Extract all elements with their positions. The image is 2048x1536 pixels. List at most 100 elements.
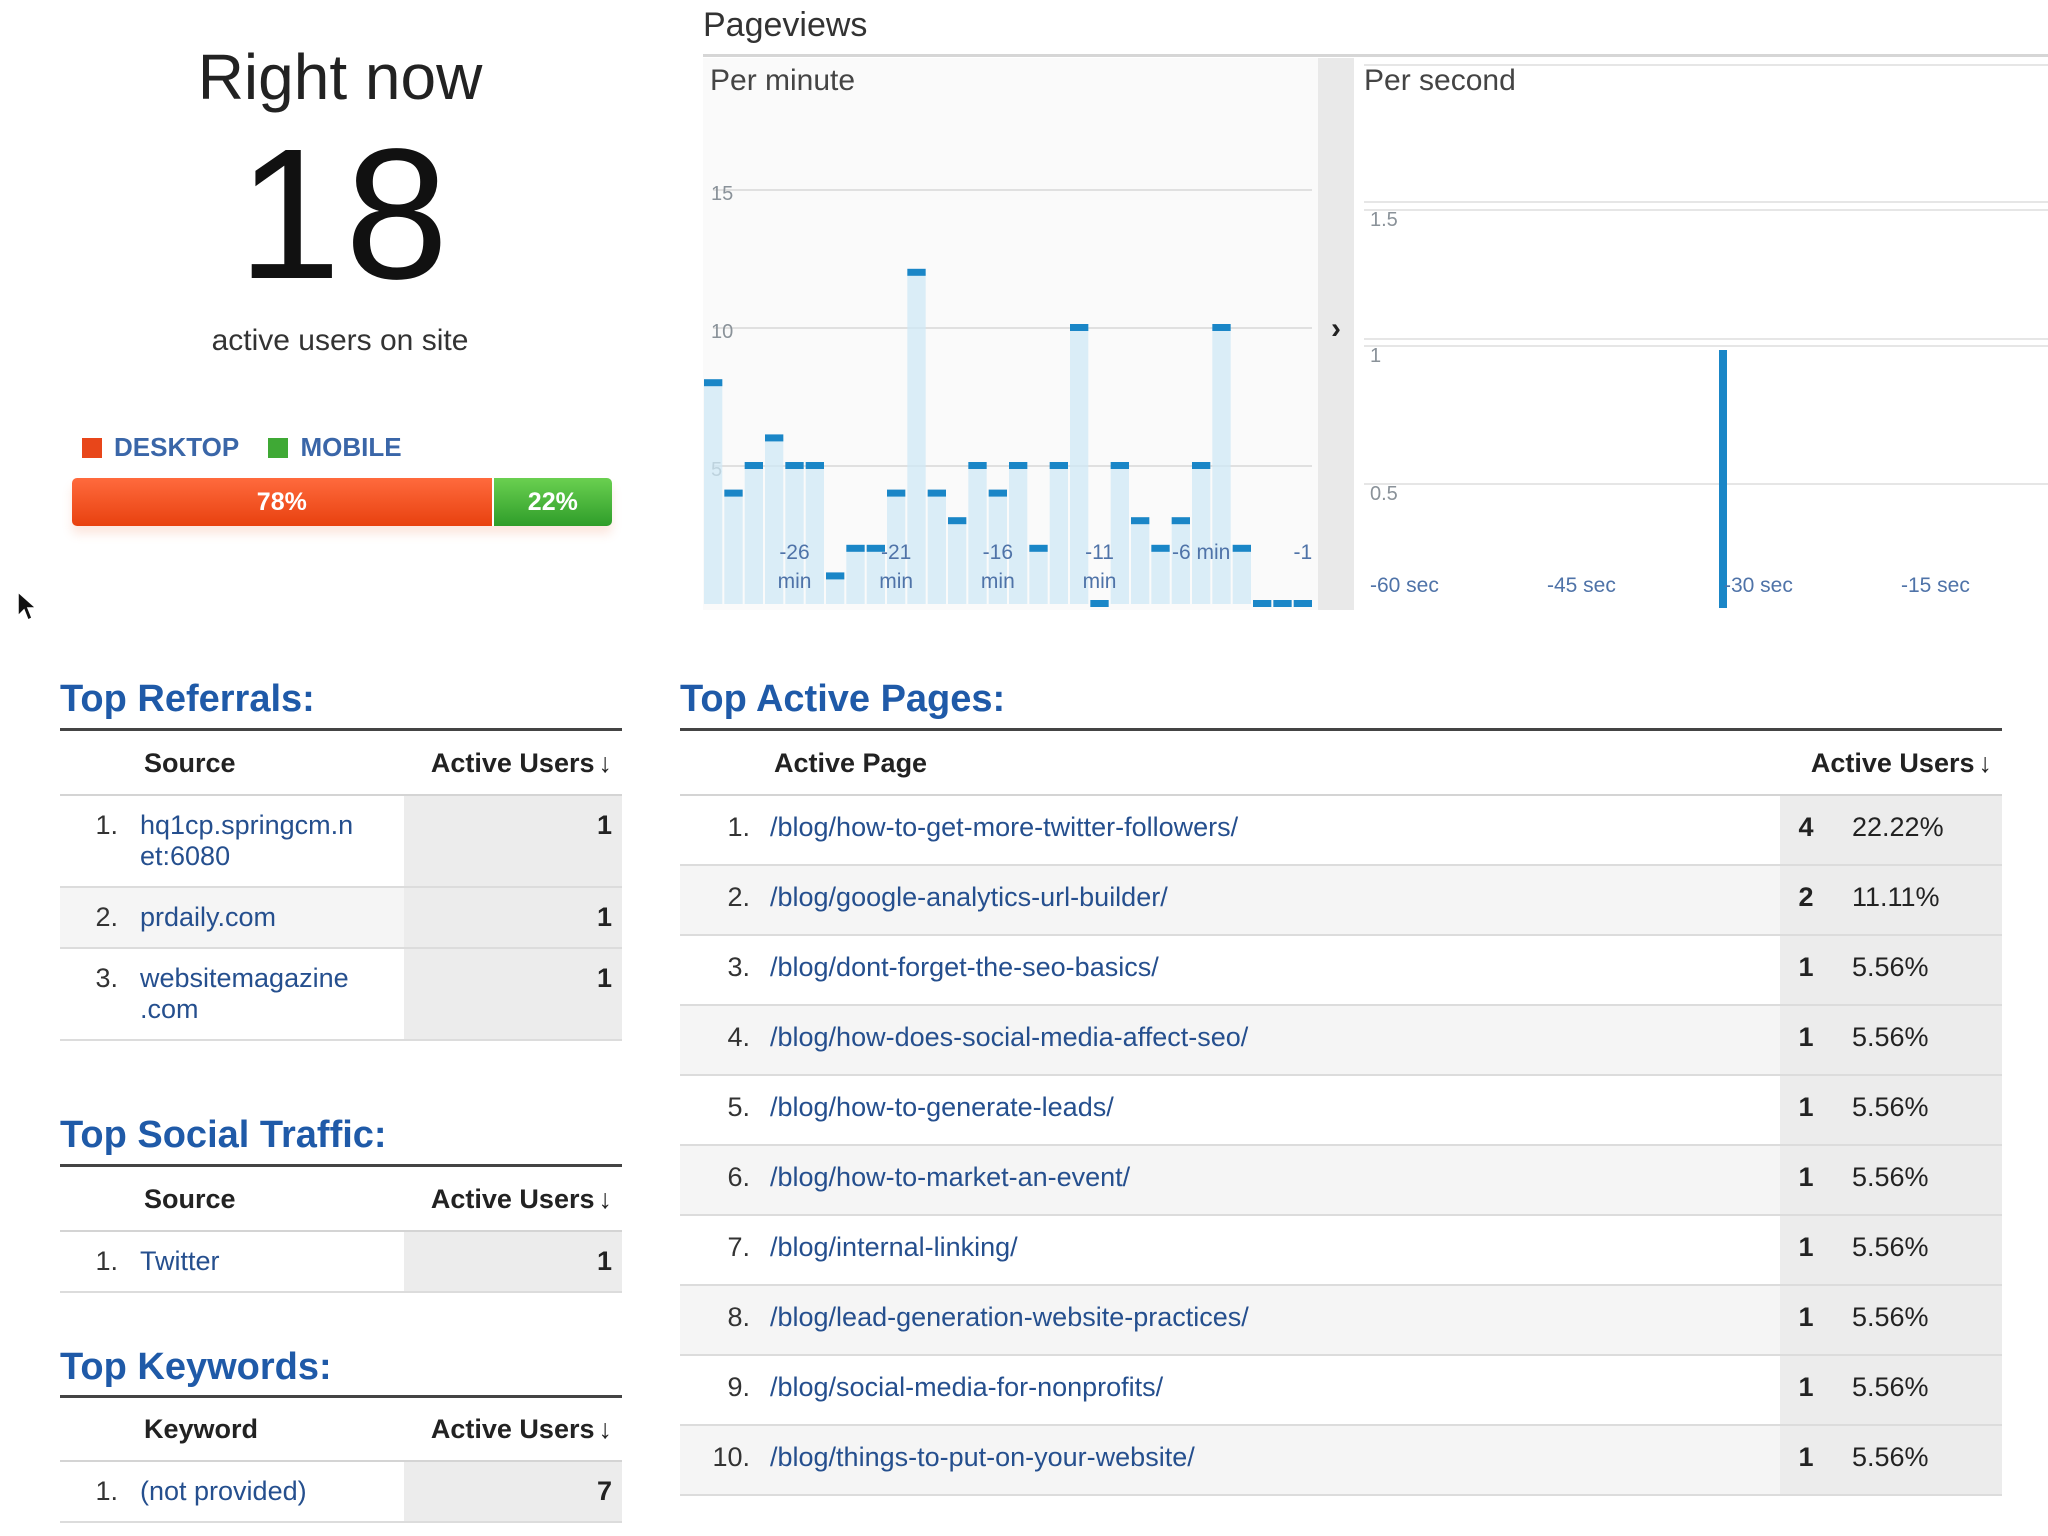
minute-bar[interactable]	[968, 466, 987, 604]
minute-bar-cap	[1049, 462, 1068, 469]
table-row: 3. websitemagazine .com 1	[60, 948, 622, 1041]
minute-bar[interactable]	[765, 438, 784, 604]
row-index: 5.	[680, 1075, 760, 1146]
referral-source-link[interactable]: prdaily.com	[130, 887, 404, 949]
minute-bar[interactable]	[988, 493, 1007, 604]
minute-bar[interactable]	[826, 576, 845, 604]
minute-bar[interactable]	[744, 466, 763, 604]
sort-down-arrow-icon[interactable]: ↓	[598, 747, 613, 778]
chevron-right-icon[interactable]: ›	[1331, 312, 1341, 345]
source-line: et:6080	[140, 841, 231, 871]
device-split-bar[interactable]: 78% 22%	[72, 478, 612, 526]
per-second-chart[interactable]: 1.5 1 0.5 -60 sec -45 sec -30 sec -15 sec	[1354, 58, 2048, 610]
active-page-link[interactable]: /blog/dont-forget-the-seo-basics/	[760, 935, 1780, 1006]
active-users-header[interactable]: Active Users ↓	[404, 1398, 622, 1462]
active-users-percent: 5.56%	[1832, 935, 2002, 1006]
minute-bar-cap	[1110, 462, 1129, 469]
minute-bar[interactable]	[805, 466, 824, 604]
active-page-link[interactable]: /blog/how-to-market-an-event/	[760, 1145, 1780, 1216]
minute-bar[interactable]	[704, 383, 723, 604]
keyword-link[interactable]: (not provided)	[130, 1461, 404, 1523]
index-header	[680, 732, 760, 796]
minute-bar[interactable]	[887, 493, 906, 604]
social-source-link[interactable]: Twitter	[130, 1231, 404, 1293]
active-page-link[interactable]: /blog/how-to-generate-leads/	[760, 1075, 1780, 1146]
active-page-link[interactable]: /blog/how-to-get-more-twitter-followers/	[760, 795, 1780, 866]
minute-bar[interactable]	[1151, 548, 1170, 604]
active-page-link[interactable]: /blog/lead-generation-website-practices/	[760, 1285, 1780, 1356]
table-row: 2./blog/google-analytics-url-builder/2 11…	[680, 865, 2002, 936]
row-index: 3.	[60, 948, 130, 1041]
active-users-header[interactable]: Active Users ↓	[404, 1168, 622, 1232]
sort-down-arrow-icon[interactable]: ↓	[598, 1413, 613, 1444]
mobile-swatch	[268, 438, 289, 458]
chart-divider[interactable]	[1318, 58, 1354, 610]
active-page-link[interactable]: /blog/google-analytics-url-builder/	[760, 865, 1780, 936]
active-users-caption: active users on site	[211, 324, 469, 357]
minute-bar[interactable]	[1049, 466, 1068, 604]
table-row: 1. (not provided) 7	[60, 1461, 622, 1523]
minute-bar[interactable]	[1212, 328, 1231, 604]
active-users-header[interactable]: Active Users ↓	[1780, 732, 2002, 796]
active-user-count: 18	[237, 111, 453, 318]
sort-down-arrow-icon[interactable]: ↓	[1978, 747, 1993, 778]
table-row: 5./blog/how-to-generate-leads/1 5.56%	[680, 1075, 2002, 1146]
x-tick-label: min	[778, 570, 812, 593]
table-row: 1. Twitter 1	[60, 1231, 622, 1293]
y-tick-label: 1	[1370, 345, 1381, 367]
active-page-link[interactable]: /blog/internal-linking/	[760, 1215, 1780, 1286]
mouse-pointer-icon	[17, 590, 38, 622]
minute-bar-cap	[927, 489, 946, 497]
active-users-percent: 5.56%	[1832, 1145, 2002, 1216]
minute-bar[interactable]	[907, 272, 926, 604]
table-row: 8./blog/lead-generation-website-practice…	[680, 1285, 2002, 1356]
x-tick-label: -1	[1293, 541, 1312, 564]
legend-mobile-label: MOBILE	[300, 432, 402, 462]
minute-bar[interactable]	[1232, 548, 1251, 604]
active-users-count: 1	[1780, 1005, 1832, 1076]
active-page-link[interactable]: /blog/things-to-put-on-your-website/	[760, 1425, 1780, 1496]
table-row: 2. prdaily.com 1	[60, 887, 622, 949]
active-users-header-label: Active Users	[430, 1413, 595, 1444]
active-users-header[interactable]: Active Users ↓	[404, 732, 622, 796]
sort-down-arrow-icon[interactable]: ↓	[598, 1183, 613, 1214]
active-page-link[interactable]: /blog/social-media-for-nonprofits/	[760, 1355, 1780, 1426]
minute-bar[interactable]	[1171, 521, 1190, 604]
per-second-label: Per second	[1364, 64, 1516, 97]
referral-source-link[interactable]: hq1cp.springcm.n et:6080	[130, 795, 404, 888]
minute-bar[interactable]	[948, 521, 967, 604]
x-tick-label: -21	[881, 541, 911, 564]
minute-bar[interactable]	[785, 466, 804, 604]
minute-bar[interactable]	[1110, 466, 1129, 604]
minute-bar[interactable]	[1029, 548, 1048, 604]
minute-bar[interactable]	[866, 548, 885, 604]
minute-bar-cap	[826, 572, 845, 580]
minute-bar[interactable]	[1131, 521, 1150, 604]
referral-source-link[interactable]: websitemagazine .com	[130, 948, 404, 1041]
active-users-count: 1	[1780, 1145, 1832, 1216]
table-row: 9./blog/social-media-for-nonprofits/1 5.5…	[680, 1355, 2002, 1426]
minute-bar[interactable]	[927, 493, 946, 604]
desktop-share-segment[interactable]: 78%	[72, 478, 492, 526]
active-page-link[interactable]: /blog/how-does-social-media-affect-seo/	[760, 1005, 1780, 1076]
mobile-share-segment[interactable]: 22%	[491, 478, 612, 526]
minute-bar-cap	[866, 544, 885, 552]
top-keywords-table: Keyword Active Users ↓ 1. (not provided) …	[60, 1398, 622, 1523]
index-header	[60, 1168, 130, 1232]
row-index: 7.	[680, 1215, 760, 1286]
minute-bar[interactable]	[1009, 466, 1028, 604]
top-referrals-title: Top Referrals:	[60, 678, 315, 720]
source-header: Source	[130, 1168, 404, 1232]
active-page-header: Active Page	[760, 732, 1780, 796]
second-bar[interactable]	[1719, 350, 1727, 608]
minute-bar[interactable]	[1192, 466, 1211, 604]
table-row: 3./blog/dont-forget-the-seo-basics/1 5.56…	[680, 935, 2002, 1006]
minute-bar-cap	[1070, 324, 1089, 331]
active-users-count: 1	[1780, 1285, 1832, 1356]
minute-bar[interactable]	[846, 548, 865, 604]
minute-bar[interactable]	[1070, 328, 1089, 604]
top-social-title: Top Social Traffic:	[60, 1114, 387, 1156]
keyword-header: Keyword	[130, 1398, 404, 1462]
minute-bar[interactable]	[724, 493, 743, 604]
